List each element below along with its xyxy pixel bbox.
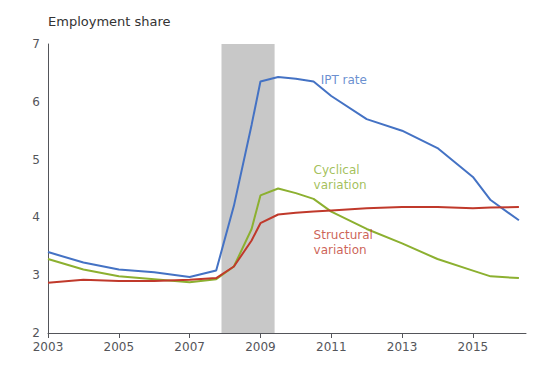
svg-text:2007: 2007 bbox=[174, 340, 205, 354]
svg-text:7: 7 bbox=[32, 37, 40, 51]
svg-text:2005: 2005 bbox=[104, 340, 135, 354]
svg-text:2011: 2011 bbox=[316, 340, 347, 354]
svg-text:2009: 2009 bbox=[245, 340, 276, 354]
svg-text:2013: 2013 bbox=[387, 340, 418, 354]
svg-text:5: 5 bbox=[32, 153, 40, 167]
svg-text:variation: variation bbox=[314, 243, 367, 257]
svg-text:2: 2 bbox=[32, 326, 40, 340]
svg-text:2015: 2015 bbox=[458, 340, 489, 354]
svg-text:6: 6 bbox=[32, 95, 40, 109]
svg-text:4: 4 bbox=[32, 210, 40, 224]
svg-text:IPT rate: IPT rate bbox=[321, 73, 367, 87]
svg-text:variation: variation bbox=[314, 178, 367, 192]
svg-text:Employment share: Employment share bbox=[48, 14, 171, 29]
svg-text:3: 3 bbox=[32, 268, 40, 282]
svg-text:2003: 2003 bbox=[33, 340, 64, 354]
svg-text:Structural: Structural bbox=[314, 228, 373, 242]
svg-text:Cyclical: Cyclical bbox=[314, 163, 360, 177]
